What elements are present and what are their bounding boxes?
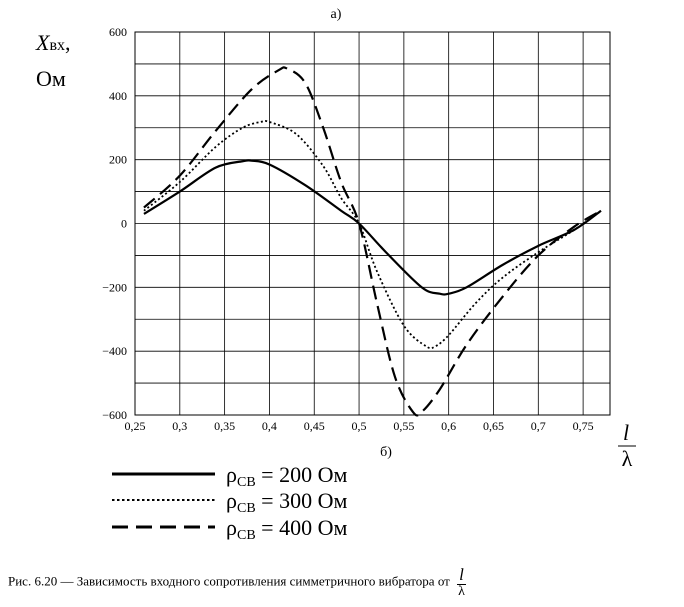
legend-label-3: ρСВ = 400 Ом (226, 515, 347, 543)
svg-text:Xвх,: Xвх, (35, 30, 71, 55)
caption-frac-den: λ (458, 584, 465, 599)
y-tick-label: 0 (121, 217, 127, 231)
y-tick-label: 600 (109, 25, 127, 39)
caption-frac-num: l (457, 565, 466, 585)
x-axis-title: l λ (618, 420, 636, 471)
x-tick-label: 0,3 (172, 419, 187, 433)
y-tick-label: 400 (109, 89, 127, 103)
panel-bottom-label: б) (380, 445, 392, 460)
x-tick-label: 0,25 (125, 419, 146, 433)
plot-frame (134, 31, 611, 416)
grid (134, 31, 610, 416)
y-tick-label: 200 (109, 153, 127, 167)
legend-label-2: ρСВ = 300 Ом (226, 488, 347, 516)
legend-label-1: ρСВ = 200 Ом (226, 462, 347, 490)
series-line-2 (143, 119, 602, 350)
x-tick-label: 0,45 (304, 419, 325, 433)
x-axis-title-den: λ (622, 446, 633, 471)
chart: а) 0,25 0,3 0,35 0,4 0,45 0,5 0,55 0,6 0,65 0,7 0,… (35, 7, 636, 543)
y-axis-title-sep: , (65, 30, 71, 55)
x-tick-label: 0,7 (531, 419, 546, 433)
caption-text: Рис. 6.20 — Зависимость входного сопроти… (8, 573, 450, 589)
figure-caption: Рис. 6.20 — Зависимость входного сопроти… (8, 566, 678, 599)
series-line-3 (143, 66, 602, 417)
x-tick-label: 0,35 (214, 419, 235, 433)
x-tick-label: 0,6 (441, 419, 456, 433)
x-axis-title-num: l (623, 420, 629, 445)
y-axis-title: Xвх, Ом (35, 30, 71, 91)
y-axis-unit: Ом (36, 66, 66, 91)
caption-fraction: l λ (457, 566, 466, 599)
y-axis-title-sub: вх (49, 37, 65, 54)
x-tick-label: 0,55 (393, 419, 414, 433)
x-tick-label: 0,4 (262, 419, 277, 433)
y-tick-label: −200 (102, 280, 127, 294)
series-lines (143, 66, 602, 417)
tick-labels: 0,25 0,3 0,35 0,4 0,45 0,5 0,55 0,6 0,65 0,7 0,75 6… (102, 25, 593, 433)
y-axis-title-main: X (35, 30, 51, 55)
x-tick-label: 0,65 (483, 419, 504, 433)
panel-top-label: а) (331, 7, 342, 22)
x-tick-label: 0,75 (573, 419, 594, 433)
series-line-1 (143, 159, 602, 296)
y-tick-label: −400 (102, 344, 127, 358)
y-tick-label: −600 (102, 408, 127, 422)
x-tick-label: 0,5 (352, 419, 367, 433)
